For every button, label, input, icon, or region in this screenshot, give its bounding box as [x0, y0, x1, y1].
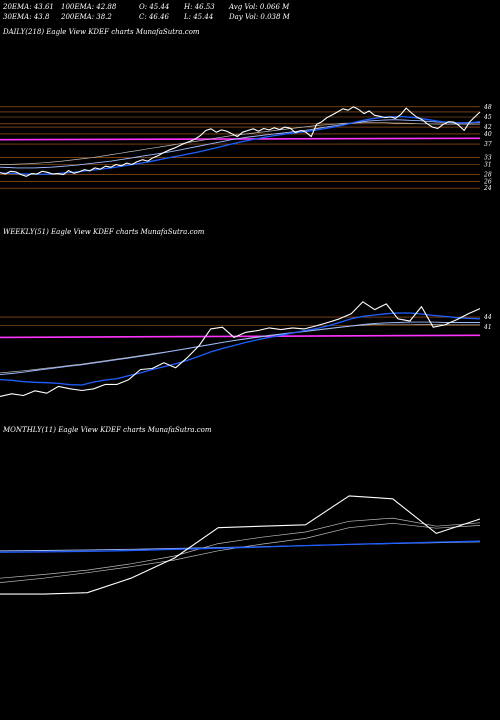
monthly-ema-grey-line: [0, 517, 481, 579]
weekly-y-tick-label: 41: [483, 324, 492, 331]
ema200-readout: 200EMA: 38.2: [61, 13, 112, 21]
daily-y-tick-label: 24: [483, 185, 492, 192]
daily-y-tick-label: 40: [483, 131, 492, 138]
day-volume-readout: Day Vol: 0.038 M: [229, 13, 290, 21]
daily-ema-slow-line: [0, 119, 481, 169]
monthly-ema-grey-line: [0, 522, 481, 583]
monthly-panel-label: MONTHLY(11) Eagle View KDEF charts Munaf…: [3, 426, 212, 434]
weekly-magenta-trendline: [0, 334, 481, 339]
weekly-y-tick-label: 44: [483, 314, 492, 321]
low-readout: L: 45.44: [184, 13, 214, 21]
monthly-chart: [0, 495, 481, 595]
daily-panel-label: DAILY(218) Eagle View KDEF charts Munafa…: [3, 28, 200, 36]
weekly-ema-slow-line: [0, 321, 480, 376]
daily-y-tick-label: 26: [483, 178, 492, 185]
avg-volume-readout: Avg Vol: 0.066 M: [229, 3, 290, 11]
daily-magenta-trendline: [0, 137, 481, 141]
daily-price-line: [0, 106, 481, 177]
monthly-ema-fast-line: [0, 540, 481, 553]
ema20-readout: 20EMA: 43.61: [3, 3, 54, 11]
daily-y-tick-label: 48: [483, 104, 492, 111]
open-readout: O: 45.44: [139, 3, 170, 11]
daily-y-tick-label: 28: [483, 172, 492, 179]
daily-y-tick-label: 42: [483, 124, 492, 131]
daily-y-tick-label: 37: [484, 141, 492, 148]
daily-y-tick-label: 31: [484, 162, 492, 169]
high-readout: H: 46.53: [184, 3, 215, 11]
weekly-ema-fast-line: [0, 312, 481, 386]
monthly-price-line: [0, 495, 481, 595]
daily-y-tick-label: 33: [484, 155, 492, 162]
weekly-panel-label: WEEKLY(51) Eagle View KDEF charts Munafa…: [3, 228, 205, 236]
ema100-readout: 100EMA: 42.88: [61, 3, 117, 11]
weekly-price-line: [0, 301, 481, 398]
close-readout: C: 46.46: [139, 13, 169, 21]
daily-ema-grey-line: [0, 122, 480, 165]
ema30-readout: 30EMA: 43.8: [3, 13, 50, 21]
daily-y-tick-label: 45: [483, 114, 492, 121]
